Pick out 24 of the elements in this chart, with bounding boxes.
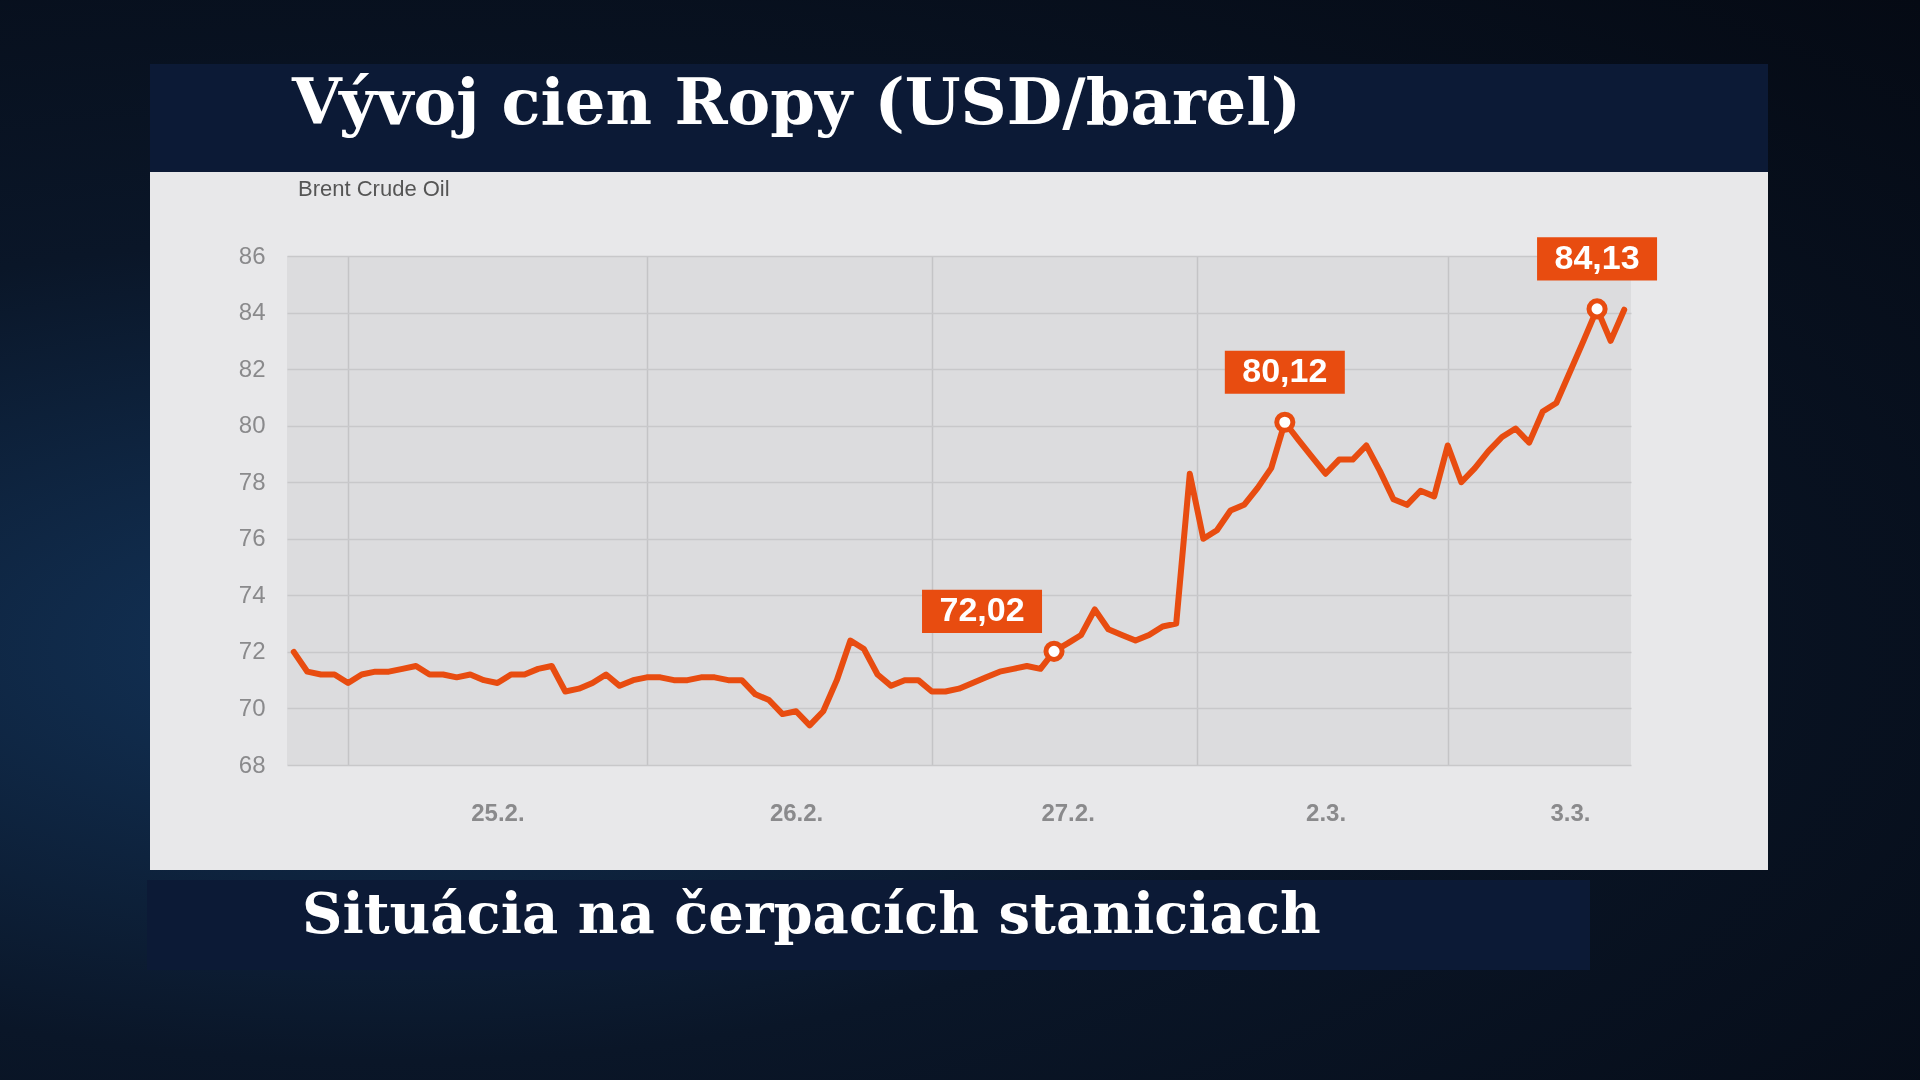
y-tick-label: 70 [238,693,266,721]
y-tick-label: 68 [238,750,266,778]
y-tick-label: 76 [238,524,266,552]
y-tick-label: 84 [238,298,266,326]
text: Situácia na čerpacích staniciach [302,880,1321,948]
y-tick-label: 78 [238,467,266,495]
y-tick-label: 80 [238,411,266,439]
y-tick-label: 72 [238,637,266,665]
x-tick-label: 26.2. [769,798,824,826]
x-tick-label: 2.3. [1306,798,1347,826]
y-tick-label: 86 [238,241,266,269]
point [1586,298,1608,320]
data-label: 72,02 [939,590,1025,629]
data-label: 80,12 [1242,351,1328,390]
y-tick-label: 74 [238,580,266,608]
chart-subtitle: Brent Crude Oil [298,176,450,202]
chart-title: Vývoj cien Ropy (USD/barel) [292,64,1301,141]
x-tick-label: 25.2. [471,798,525,826]
x-tick-label: 3.3. [1550,798,1591,826]
data-label: 84,13 [1554,237,1640,276]
y-tick-label: 82 [238,354,266,382]
point [1043,640,1065,662]
point [1274,411,1296,433]
x-tick-label: 27.2. [1041,798,1095,826]
